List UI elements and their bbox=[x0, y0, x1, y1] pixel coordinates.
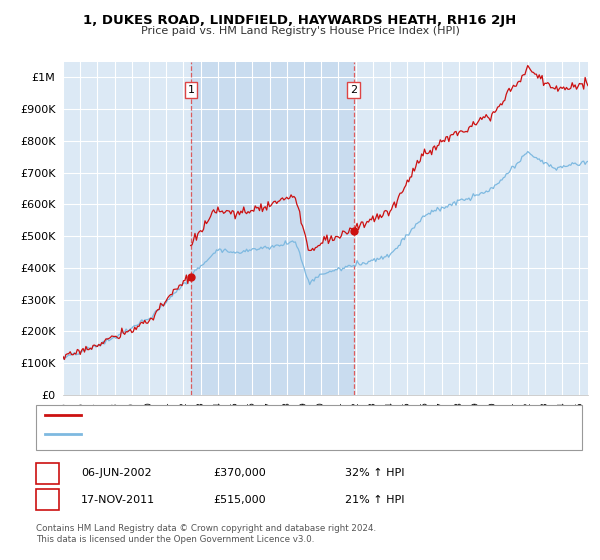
Text: 32% ↑ HPI: 32% ↑ HPI bbox=[345, 468, 404, 478]
Text: 2: 2 bbox=[350, 85, 357, 95]
Text: 1, DUKES ROAD, LINDFIELD, HAYWARDS HEATH, RH16 2JH: 1, DUKES ROAD, LINDFIELD, HAYWARDS HEATH… bbox=[83, 14, 517, 27]
Bar bbox=[191, 62, 353, 395]
Text: HPI: Average price, detached house, Mid Sussex: HPI: Average price, detached house, Mid … bbox=[90, 429, 331, 439]
Text: £515,000: £515,000 bbox=[213, 494, 266, 505]
Text: 1, DUKES ROAD, LINDFIELD, HAYWARDS HEATH, RH16 2JH (detached house): 1, DUKES ROAD, LINDFIELD, HAYWARDS HEATH… bbox=[90, 410, 471, 420]
Text: 1: 1 bbox=[44, 466, 51, 480]
Text: 06-JUN-2002: 06-JUN-2002 bbox=[81, 468, 152, 478]
Text: 21% ↑ HPI: 21% ↑ HPI bbox=[345, 494, 404, 505]
Text: Price paid vs. HM Land Registry's House Price Index (HPI): Price paid vs. HM Land Registry's House … bbox=[140, 26, 460, 36]
Text: Contains HM Land Registry data © Crown copyright and database right 2024.
This d: Contains HM Land Registry data © Crown c… bbox=[36, 524, 376, 544]
Text: £370,000: £370,000 bbox=[213, 468, 266, 478]
Text: 1: 1 bbox=[188, 85, 194, 95]
Text: 17-NOV-2011: 17-NOV-2011 bbox=[81, 494, 155, 505]
Text: 2: 2 bbox=[44, 493, 51, 506]
